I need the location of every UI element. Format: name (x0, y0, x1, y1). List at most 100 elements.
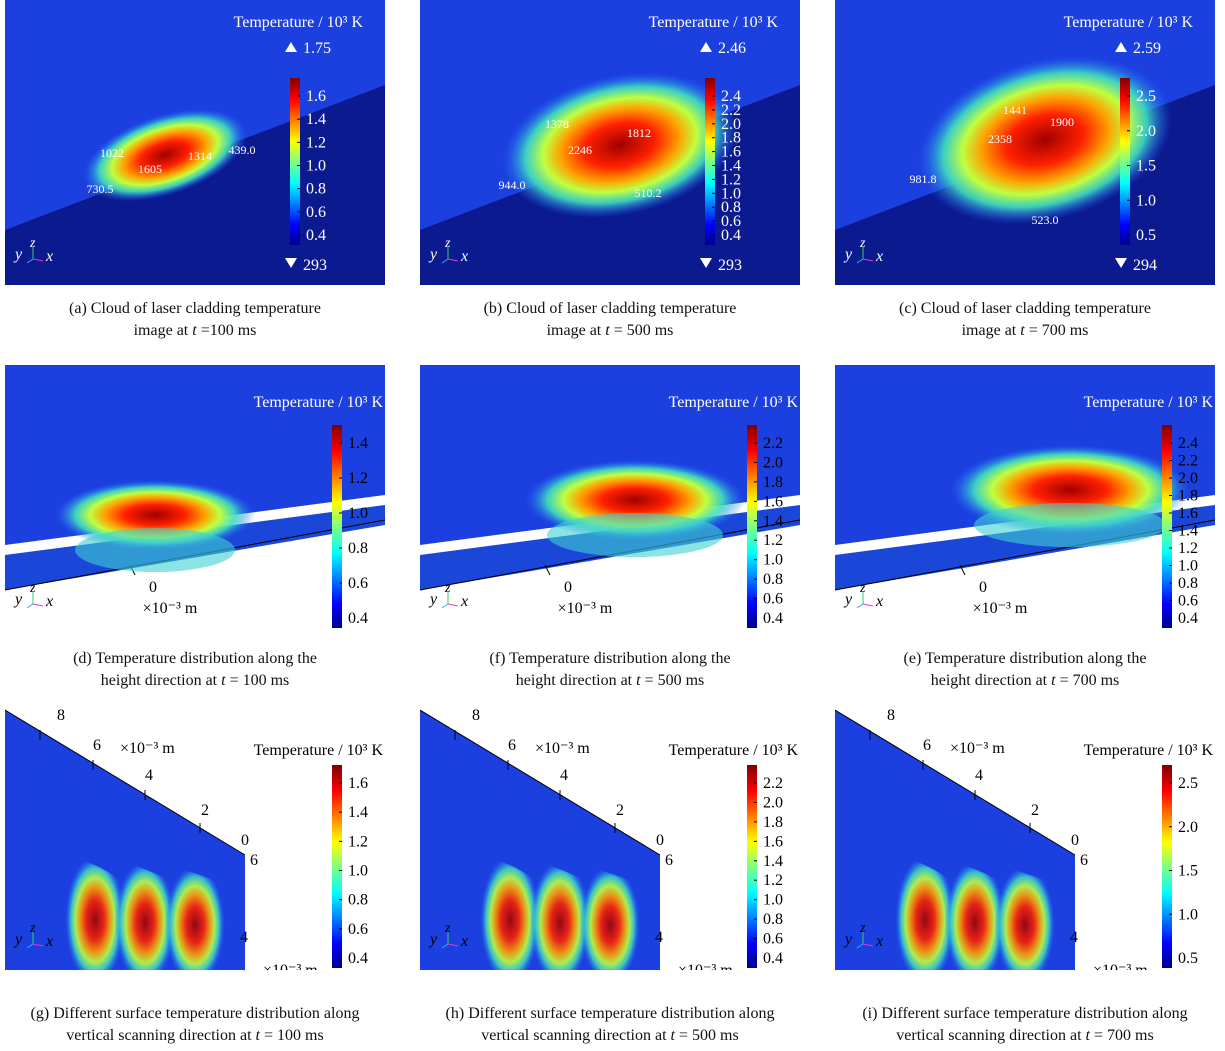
colorbar-label: 1.6 (348, 775, 368, 792)
tick (544, 564, 551, 576)
colorbar-label: 1.2 (763, 872, 783, 889)
caption-text: vertical scanning direction at (481, 1027, 671, 1044)
colorbar-label: 0.4 (348, 610, 368, 627)
slice (480, 855, 540, 970)
caption-line: height direction at t = 100 ms (0, 670, 405, 692)
colorbar-label: 0.6 (348, 575, 368, 592)
annotation: 730.5 (87, 182, 114, 196)
colorbar-label: 1.4 (763, 513, 783, 530)
colorbar-label: 0.6 (763, 931, 783, 948)
colorbar-label: 1.0 (1178, 906, 1198, 923)
annotation: 510.2 (635, 186, 662, 200)
colorbar-label: 0.5 (1136, 227, 1156, 244)
caption-line: (h) Different surface temperature distri… (445, 1005, 775, 1022)
melt-lower (547, 513, 723, 557)
colorbar (290, 78, 300, 245)
colorbar-label: 0.8 (348, 540, 368, 557)
caption-line: height direction at t = 500 ms (400, 670, 820, 692)
caption-text: height direction at (930, 672, 1052, 689)
colorbar-label: 1.8 (721, 130, 741, 147)
colorbar-label: 2.0 (721, 116, 741, 133)
caption-line: image at t = 700 ms (815, 320, 1225, 342)
triad-y (441, 943, 449, 949)
axis-number: 6 (93, 737, 101, 754)
colorbar (332, 425, 342, 628)
caption-text: = 700 ms (1024, 322, 1089, 339)
axis-number: 2 (201, 802, 209, 819)
min-label: 293 (303, 257, 327, 274)
max-marker (285, 42, 297, 52)
colorbar (705, 78, 715, 245)
caption-line: (i) Different surface temperature distri… (862, 1005, 1188, 1022)
triad-label: x (875, 248, 883, 265)
axis-number: 4 (560, 767, 568, 784)
legend-title: Temperature / 10³ K (649, 14, 779, 31)
triad-x (32, 603, 44, 607)
max-label: 1.75 (303, 40, 331, 57)
legend-title: Temperature / 10³ K (669, 742, 799, 759)
slice (530, 860, 590, 970)
colorbar-label: 0.6 (763, 591, 783, 608)
colorbar-label: 1.4 (306, 111, 326, 128)
caption-var: t (670, 1027, 675, 1044)
panel: 1378 1812 2246 944.0 510.2 2.46 293 Temperature… (420, 0, 800, 285)
caption-line: (e) Temperature distribution along the (903, 650, 1147, 667)
colorbar-label: 0.4 (1178, 610, 1198, 627)
axis-number: 6 (1080, 852, 1088, 869)
panel: 1441 1900 2358 981.8 523.0 2.59 294 Temperature… (835, 0, 1215, 285)
caption-text: vertical scanning direction at (896, 1027, 1086, 1044)
colorbar-label: 1.0 (348, 505, 368, 522)
colorbar-label: 2.0 (1178, 470, 1198, 487)
colorbar (747, 765, 757, 968)
axis-unit: ×10⁻³ m (143, 600, 198, 617)
colorbar (747, 425, 757, 628)
caption-text: = 700 ms (1055, 672, 1120, 689)
colorbar-label: 2.2 (763, 435, 783, 452)
caption-var: t (221, 672, 226, 689)
colorbar-label: 1.0 (1178, 558, 1198, 575)
caption-text: = 500 ms (609, 322, 674, 339)
caption-line: vertical scanning direction at t = 100 m… (0, 1025, 405, 1047)
caption-var: t (1051, 672, 1056, 689)
caption-line: image at t = 500 ms (400, 320, 820, 342)
melt-pool (501, 72, 739, 218)
axis-number: 4 (655, 929, 663, 946)
axis-line (5, 709, 246, 856)
triad-label: z (29, 236, 36, 251)
triad-label: y (428, 246, 438, 263)
caption-line: (c) Cloud of laser cladding temperature (899, 300, 1151, 317)
slice (580, 865, 640, 970)
colorbar-label: 1.8 (763, 814, 783, 831)
legend-title: Temperature / 10³ K (254, 742, 384, 759)
melt-lower (75, 528, 235, 572)
colorbar-label: 1.4 (348, 804, 368, 821)
triad-label: z (444, 581, 451, 596)
triad-label: y (843, 591, 853, 608)
triad-label: y (13, 246, 23, 263)
axis-number: 4 (975, 767, 983, 784)
axis-number: 0 (149, 579, 157, 596)
colorbar (1162, 765, 1172, 968)
colorbar-label: 0.6 (721, 213, 741, 230)
triad-label: z (859, 236, 866, 251)
colorbar-label: 1.2 (1178, 540, 1198, 557)
melt-pool (83, 108, 247, 202)
axis-line (420, 709, 661, 856)
axis-number: 0 (979, 579, 987, 596)
colorbar-label: 0.8 (1178, 575, 1198, 592)
triad-label: x (460, 933, 468, 950)
caption-text: =100 ms (196, 322, 257, 339)
colorbar-label: 2.2 (1178, 453, 1198, 470)
annotation: 1378 (545, 117, 569, 131)
colorbar-label: 0.4 (721, 227, 741, 244)
panel: 1022 1314 439.0 1605 730.5 1.75 293 Temperature… (5, 0, 385, 285)
caption-var: t (1085, 1027, 1090, 1044)
legend-title: Temperature / 10³ K (1084, 742, 1214, 759)
triad-label: z (29, 921, 36, 936)
colorbar (332, 765, 342, 968)
max-label: 2.46 (718, 40, 746, 57)
caption-text: height direction at (100, 672, 222, 689)
caption-line: vertical scanning direction at t = 700 m… (815, 1025, 1225, 1047)
